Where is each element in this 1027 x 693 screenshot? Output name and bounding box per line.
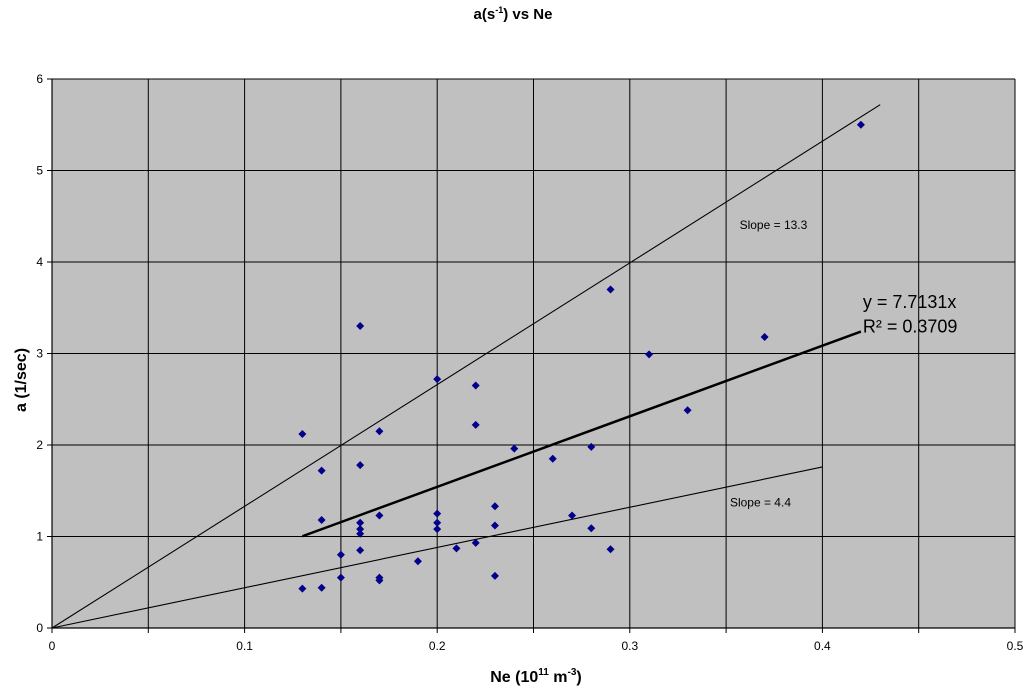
slope-4-4-line <box>51 466 823 629</box>
data-point-34 <box>606 285 615 294</box>
data-point-17 <box>413 557 422 566</box>
y-tick-label-2: 2 <box>36 438 43 452</box>
data-point-5 <box>336 550 345 559</box>
data-point-19 <box>433 509 442 518</box>
data-point-24 <box>471 420 480 429</box>
trend-line <box>301 330 862 538</box>
x-axis-label-sup1: 11 <box>538 667 549 678</box>
data-point-18 <box>433 375 442 384</box>
x-axis-label-main: Ne (10 <box>490 669 538 686</box>
data-point-39 <box>856 120 865 129</box>
trend-equation-label: y = 7.7131x <box>863 292 957 312</box>
data-point-32 <box>587 442 596 451</box>
slope-13-3-line <box>51 104 881 629</box>
data-point-20 <box>433 518 442 527</box>
x-tick-label-0: 0 <box>49 639 56 653</box>
data-point-23 <box>471 381 480 390</box>
y-tick-label-1: 1 <box>36 530 43 544</box>
data-point-36 <box>645 350 654 359</box>
x-axis-label-end: ) <box>576 669 581 686</box>
chart-title: a(s-1) vs Ne <box>474 5 553 23</box>
data-point-30 <box>548 454 557 463</box>
data-point-38 <box>760 333 769 342</box>
chart-title-main: a(s <box>474 6 496 23</box>
data-point-16 <box>375 576 384 585</box>
x-tick-label-2: 0.2 <box>429 639 446 653</box>
data-point-9 <box>356 518 365 527</box>
data-point-13 <box>375 427 384 436</box>
data-point-22 <box>452 544 461 553</box>
y-tick-label-4: 4 <box>36 255 43 269</box>
data-point-14 <box>375 511 384 520</box>
annotations: Slope = 13.3 Slope = 4.4 y = 7.7131x R² = 0… <box>730 218 957 509</box>
chart-title-sup: -1 <box>495 5 503 15</box>
data-point-11 <box>356 529 365 538</box>
trend-r2-label: R² = 0.3709 <box>863 316 958 336</box>
data-point-0 <box>298 430 307 439</box>
x-axis-label-mid: m <box>549 669 568 686</box>
x-tick-label-4: 0.4 <box>814 639 831 653</box>
x-axis-label: Ne (1011 m-3) <box>490 667 582 686</box>
data-point-4 <box>317 583 326 592</box>
data-point-10 <box>356 525 365 534</box>
data-points <box>298 120 865 593</box>
y-axis-label: a (1/sec) <box>13 348 30 412</box>
x-tick-labels: 0 0.1 0.2 0.3 0.4 0.5 <box>49 639 1024 653</box>
data-point-37 <box>683 406 692 415</box>
data-point-27 <box>490 521 499 530</box>
x-tick-label-3: 0.3 <box>621 639 638 653</box>
data-point-3 <box>317 516 326 525</box>
data-point-12 <box>356 546 365 555</box>
fit-lines <box>51 104 881 629</box>
data-point-29 <box>510 444 519 453</box>
y-tick-label-5: 5 <box>36 164 43 178</box>
data-point-33 <box>587 524 596 533</box>
data-point-31 <box>568 511 577 520</box>
data-point-26 <box>490 502 499 511</box>
data-point-25 <box>471 538 480 547</box>
data-point-1 <box>298 584 307 593</box>
chart-title-rest: ) vs Ne <box>503 6 552 23</box>
grid <box>52 78 1016 628</box>
data-point-2 <box>317 466 326 475</box>
data-point-8 <box>356 461 365 470</box>
axes <box>47 78 1016 633</box>
data-point-6 <box>336 573 345 582</box>
data-point-21 <box>433 525 442 534</box>
slope-low-label: Slope = 4.4 <box>730 495 791 509</box>
y-tick-label-3: 3 <box>36 347 43 361</box>
x-tick-label-5: 0.5 <box>1007 639 1024 653</box>
y-tick-label-0: 0 <box>36 621 43 635</box>
data-point-28 <box>490 571 499 580</box>
data-point-7 <box>356 322 365 331</box>
x-axis-label-sup2: -3 <box>568 667 577 678</box>
y-tick-labels: 0 1 2 3 4 5 6 <box>36 72 43 635</box>
x-tick-label-1: 0.1 <box>236 639 253 653</box>
data-point-35 <box>606 545 615 554</box>
y-tick-label-6: 6 <box>36 72 43 86</box>
slope-high-label: Slope = 13.3 <box>740 218 808 232</box>
